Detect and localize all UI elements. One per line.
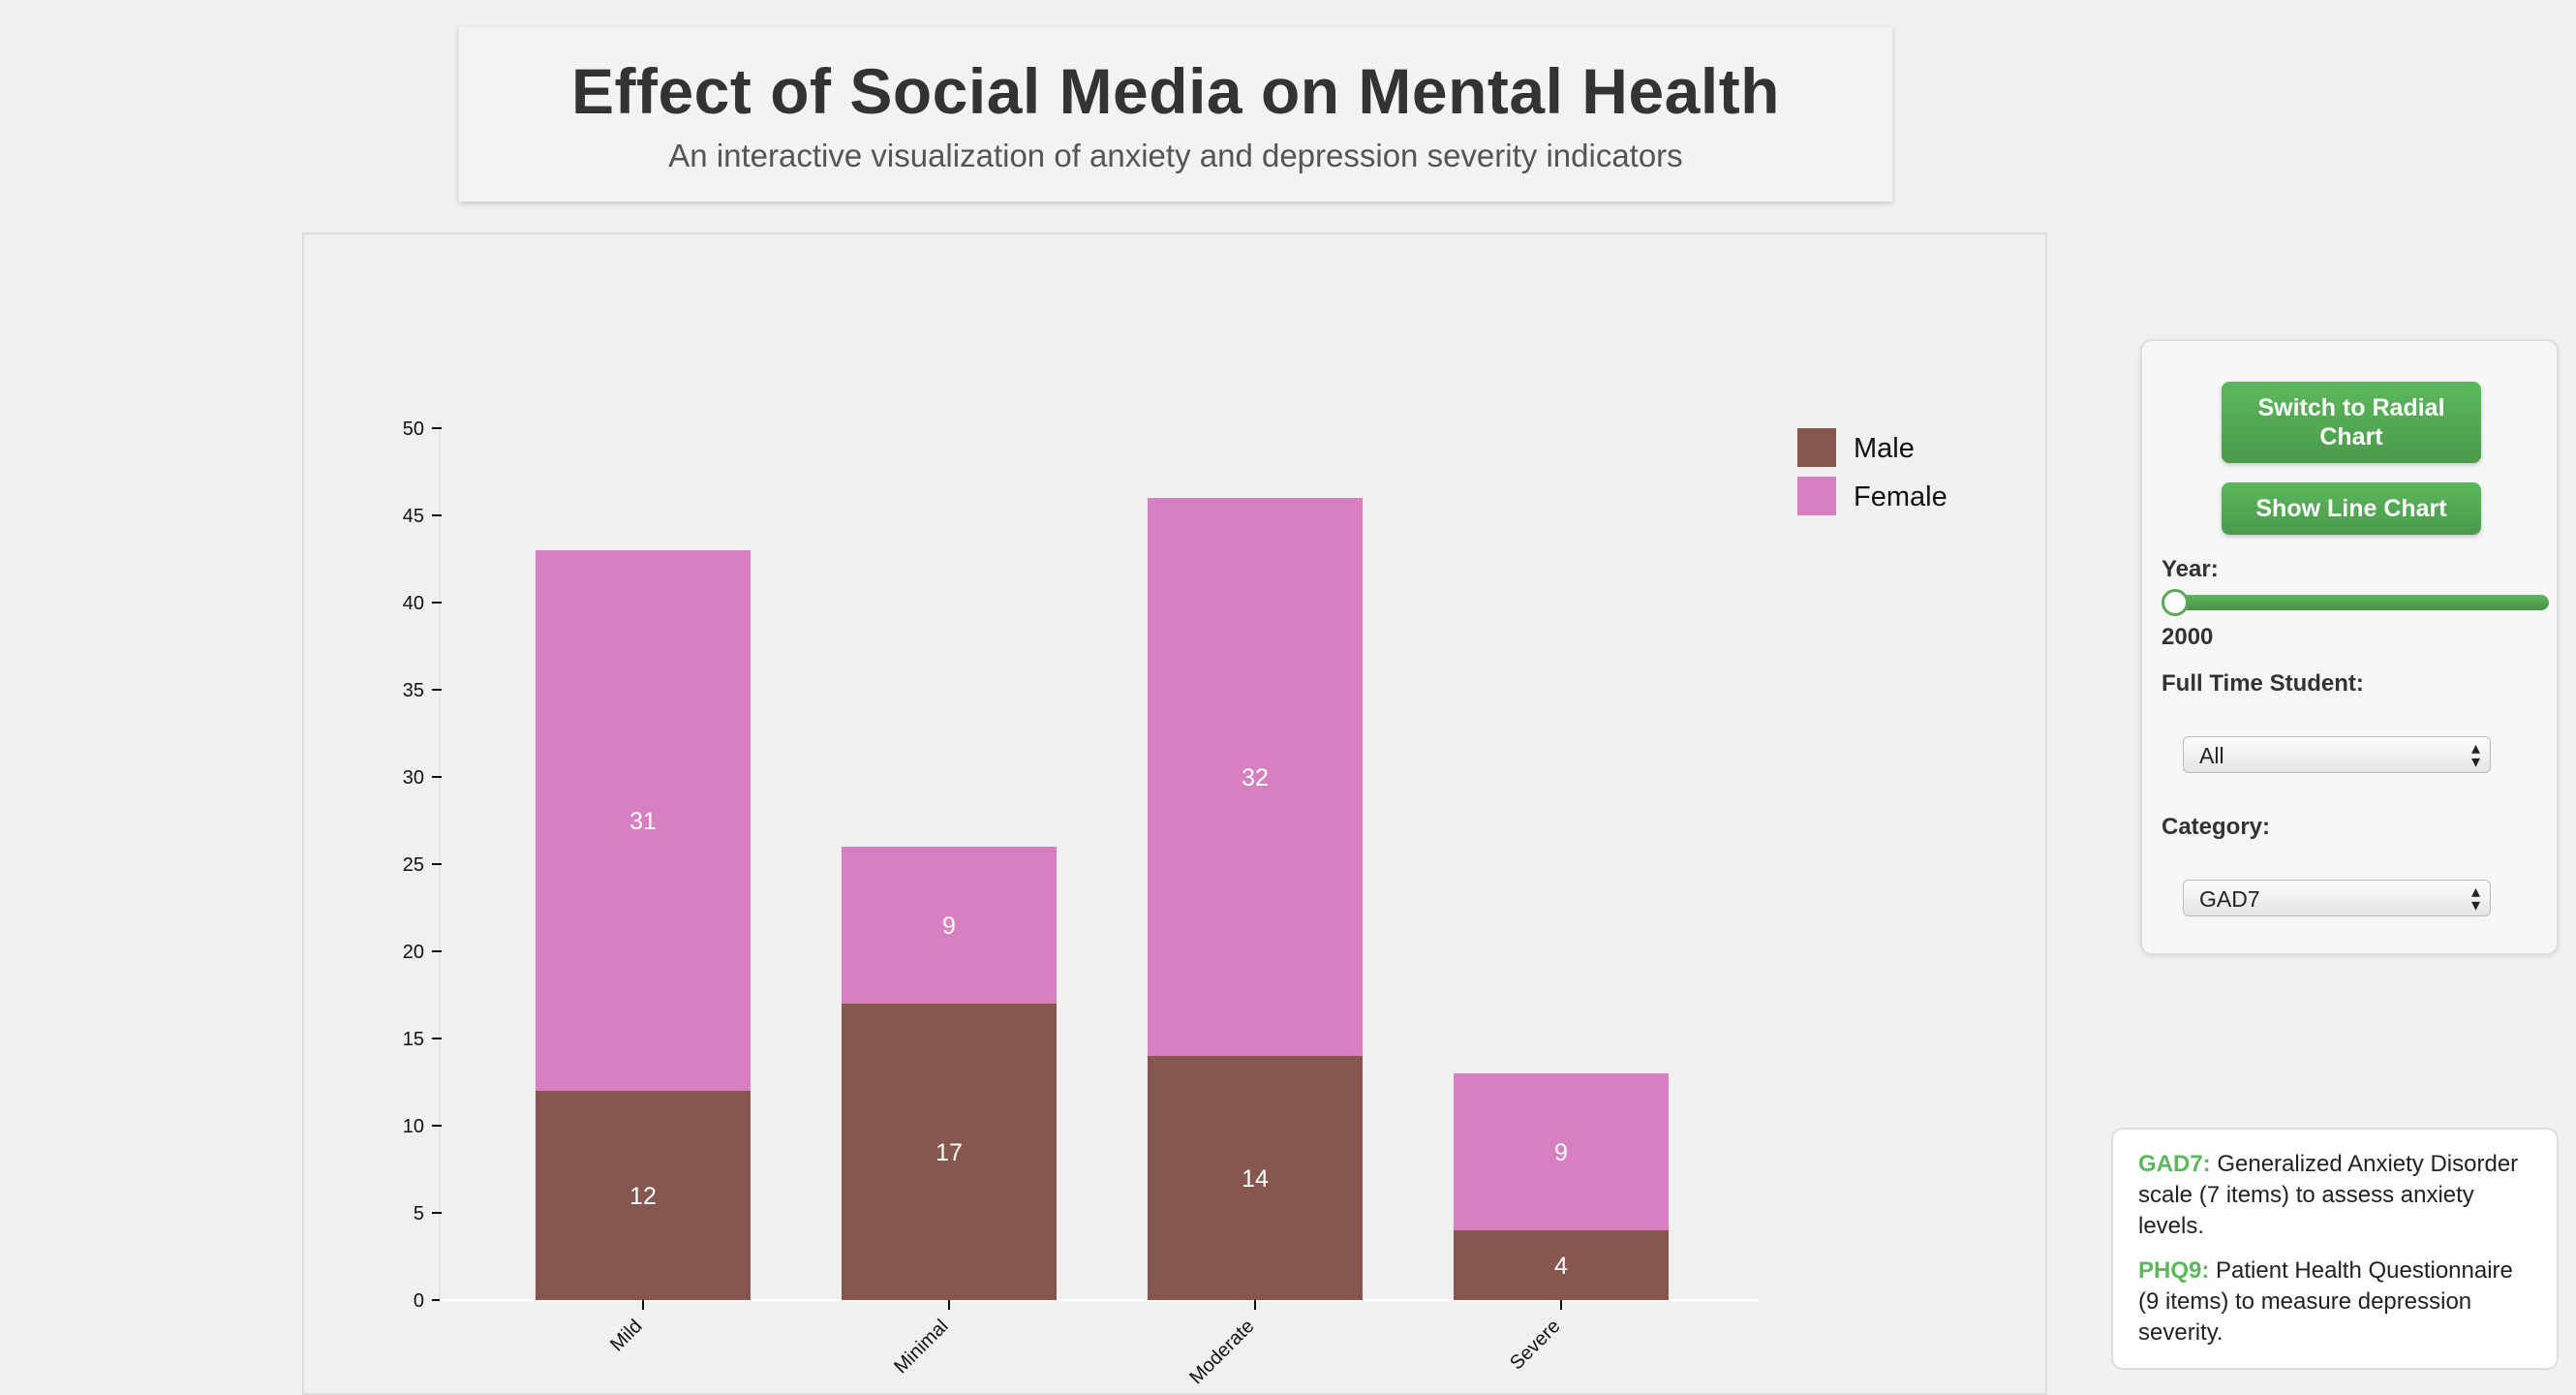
bar-value-label: 12 bbox=[629, 1183, 657, 1210]
bar-value-label: 17 bbox=[935, 1139, 963, 1166]
year-value: 2000 bbox=[2162, 624, 2214, 650]
y-tick-label: 40 bbox=[403, 593, 424, 614]
gad7-definition: GAD7: Generalized Anxiety Disorder scale… bbox=[2138, 1149, 2531, 1242]
bar-female bbox=[842, 847, 1057, 1004]
legend-label-female: Female bbox=[1854, 481, 1947, 512]
chart-panel: 0 5 10 15 20 25 30 35 40 45 50 12 31 Mild 17 9 Minimal 14… bbox=[302, 232, 2047, 1395]
year-label: Year: bbox=[2162, 556, 2219, 582]
legend-swatch-female bbox=[1797, 477, 1836, 515]
bar-value-label: 9 bbox=[942, 913, 956, 940]
category-select-value: GAD7 bbox=[2199, 886, 2260, 912]
bar-female bbox=[536, 550, 751, 1091]
y-tick-label: 15 bbox=[403, 1029, 424, 1050]
bar-value-label: 32 bbox=[1242, 764, 1269, 791]
student-select[interactable]: All ▴ ▾ bbox=[2183, 736, 2491, 773]
y-tick-label: 0 bbox=[414, 1290, 424, 1312]
up-down-arrows-icon: ▴ ▾ bbox=[2470, 738, 2480, 771]
phq9-definition: PHQ9: Patient Health Questionnaire (9 it… bbox=[2138, 1256, 2531, 1348]
y-tick-label: 45 bbox=[403, 506, 424, 527]
up-down-arrows-icon: ▴ ▾ bbox=[2470, 882, 2480, 914]
page-title: Effect of Social Media on Mental Health bbox=[570, 55, 1780, 127]
gad7-term: GAD7: bbox=[2138, 1151, 2211, 1177]
legend-label-male: Male bbox=[1854, 433, 1915, 464]
bar-male bbox=[1148, 1056, 1363, 1300]
bar-value-label: 31 bbox=[629, 808, 657, 835]
year-slider-thumb[interactable] bbox=[2162, 589, 2189, 616]
category-select[interactable]: GAD7 ▴ ▾ bbox=[2183, 880, 2491, 916]
gad7-description: Generalized Anxiety Disorder scale (7 it… bbox=[2138, 1151, 2519, 1239]
bar-value-label: 4 bbox=[1554, 1253, 1568, 1280]
bar-value-label: 9 bbox=[1554, 1139, 1568, 1166]
stacked-bar-chart: 0 5 10 15 20 25 30 35 40 45 50 12 31 Mild 17 9 Minimal 14… bbox=[403, 418, 1947, 1388]
phq9-description: Patient Health Questionnaire (9 items) t… bbox=[2138, 1257, 2513, 1346]
bar-male bbox=[842, 1004, 1057, 1300]
y-tick-label: 50 bbox=[403, 418, 424, 440]
bar-female bbox=[1454, 1073, 1669, 1230]
x-tick-label: Minimal bbox=[890, 1316, 952, 1378]
page-header: Effect of Social Media on Mental Health … bbox=[459, 27, 1892, 202]
switch-radial-chart-button[interactable]: Switch to Radial Chart bbox=[2222, 382, 2481, 463]
definitions-box: GAD7: Generalized Anxiety Disorder scale… bbox=[2111, 1128, 2559, 1370]
y-tick-label: 35 bbox=[403, 680, 424, 701]
x-tick-label: Severe bbox=[1506, 1316, 1564, 1374]
student-select-value: All bbox=[2199, 743, 2224, 768]
student-label: Full Time Student: bbox=[2162, 670, 2364, 697]
bar-value-label: 14 bbox=[1242, 1165, 1269, 1193]
page-subtitle: An interactive visualization of anxiety … bbox=[668, 138, 1683, 173]
category-label: Category: bbox=[2162, 814, 2271, 840]
y-tick-label: 30 bbox=[403, 767, 424, 789]
bar-male bbox=[536, 1091, 751, 1300]
y-tick-label: 20 bbox=[403, 942, 424, 963]
legend-swatch-male bbox=[1797, 428, 1836, 467]
controls-panel: Switch to Radial Chart Show Line Chart Y… bbox=[2140, 339, 2559, 955]
show-line-chart-button[interactable]: Show Line Chart bbox=[2222, 482, 2481, 535]
year-slider[interactable] bbox=[2175, 595, 2549, 610]
bar-male bbox=[1454, 1230, 1669, 1300]
y-tick-label: 10 bbox=[403, 1116, 424, 1137]
y-tick-label: 25 bbox=[403, 854, 424, 876]
y-tick-label: 5 bbox=[414, 1203, 424, 1224]
bar-female bbox=[1148, 498, 1363, 1056]
x-tick-label: Mild bbox=[606, 1316, 646, 1355]
phq9-term: PHQ9: bbox=[2138, 1257, 2210, 1284]
